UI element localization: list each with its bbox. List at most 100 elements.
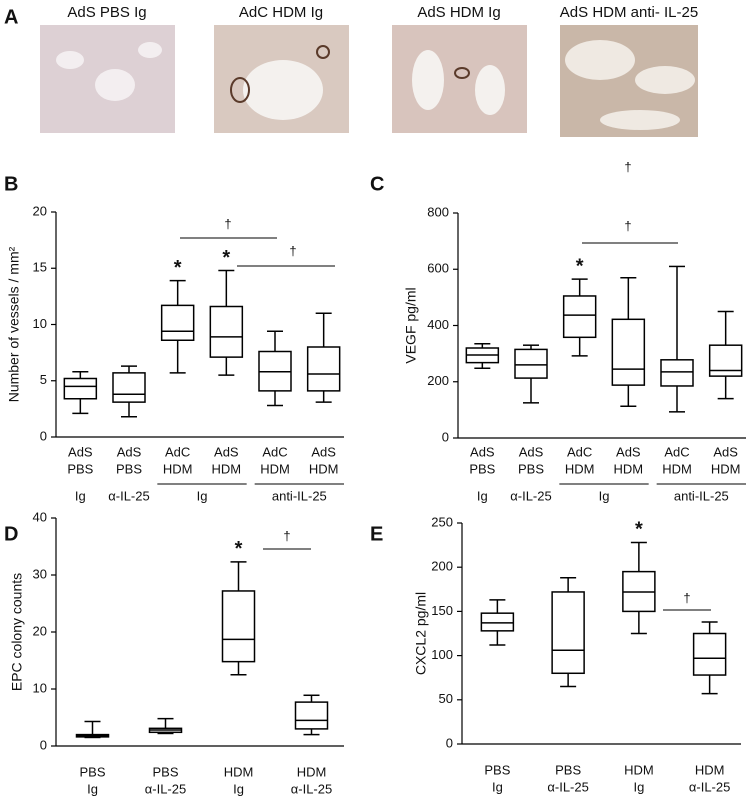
comparison-mark: †	[624, 159, 631, 174]
y-tick-label: 20	[33, 623, 47, 638]
x-tick-label: PBS	[152, 764, 178, 779]
x-tick-label: AdS	[713, 444, 738, 459]
image-caption: AdS HDM Ig	[417, 4, 500, 21]
box-plot	[148, 717, 183, 735]
x-tick-label: Ig	[633, 779, 644, 794]
panel-label: E	[370, 523, 383, 545]
x-tick-label: HDM	[260, 461, 290, 476]
y-tick-label: 0	[442, 429, 449, 444]
micrograph	[560, 25, 698, 137]
x-tick-label: HDM	[695, 762, 725, 777]
x-tick-label: HDM	[624, 762, 654, 777]
y-tick-label: 20	[33, 203, 47, 218]
box-plot	[692, 621, 727, 695]
x-tick-label: HDM	[309, 461, 339, 476]
x-tick-label: α-IL-25	[547, 779, 588, 794]
box	[660, 359, 694, 387]
comparison-mark: †	[683, 590, 690, 605]
x-tick-label: α-IL-25	[145, 781, 186, 796]
comparison-mark: †	[224, 216, 231, 231]
box-plot	[112, 365, 146, 418]
micrograph	[392, 25, 527, 133]
panel-label: B	[4, 173, 18, 195]
group-label: Ig	[75, 488, 86, 503]
box	[306, 346, 341, 392]
significance-star: *	[235, 538, 243, 560]
x-tick-label: Ig	[87, 781, 98, 796]
x-tick-label: PBS	[555, 762, 581, 777]
x-tick-label: HDM	[297, 764, 327, 779]
box	[562, 295, 597, 339]
box	[692, 632, 727, 676]
x-tick-label: PBS	[469, 461, 495, 476]
image-caption: AdS HDM anti- IL-25	[560, 4, 698, 21]
x-tick-label: AdS	[68, 444, 93, 459]
box-plot	[294, 694, 329, 736]
significance-star: *	[222, 247, 230, 269]
x-tick-label: α-IL-25	[291, 781, 332, 796]
box	[112, 372, 146, 403]
y-tick-label: 10	[33, 316, 47, 331]
x-tick-label: AdS	[616, 444, 641, 459]
x-tick-label: PBS	[79, 764, 105, 779]
y-tick-label: 200	[427, 373, 449, 388]
box-plot	[258, 330, 292, 407]
box-plot	[514, 344, 548, 404]
box-plot	[611, 276, 646, 407]
box-plot	[708, 310, 743, 400]
box-plot	[551, 577, 585, 688]
y-tick-label: 250	[431, 514, 453, 529]
y-axis-label: EPC colony counts	[9, 573, 25, 691]
y-axis-label: Number of vessels / mm²	[6, 246, 22, 402]
x-tick-label: HDM	[212, 461, 242, 476]
x-tick-label: Ig	[233, 781, 244, 796]
x-tick-label: AdC	[262, 444, 287, 459]
box	[708, 344, 743, 377]
y-tick-label: 10	[33, 680, 47, 695]
y-tick-label: 100	[431, 647, 453, 662]
x-tick-label: PBS	[518, 461, 544, 476]
box	[209, 305, 244, 358]
box-plot	[465, 343, 500, 369]
box	[480, 612, 515, 632]
group-label: Ig	[477, 488, 488, 503]
x-tick-label: AdS	[519, 444, 544, 459]
y-tick-label: 800	[427, 204, 449, 219]
x-tick-label: PBS	[116, 461, 142, 476]
x-tick-label: AdC	[664, 444, 689, 459]
x-tick-label: Ig	[492, 779, 503, 794]
comparison-mark: †	[624, 218, 631, 233]
image-caption: AdS PBS Ig	[67, 4, 146, 21]
box-plot	[480, 599, 515, 646]
group-label: anti-IL-25	[272, 488, 327, 503]
box	[551, 591, 585, 675]
group-label: α-IL-25	[108, 488, 149, 503]
box	[514, 348, 548, 379]
micrograph	[40, 25, 175, 133]
group-label: α-IL-25	[510, 488, 551, 503]
y-tick-label: 40	[33, 509, 47, 524]
box	[611, 318, 646, 386]
y-tick-label: 0	[40, 428, 47, 443]
y-tick-label: 15	[33, 260, 47, 275]
panel-label: C	[370, 173, 384, 195]
y-tick-label: 600	[427, 261, 449, 276]
box-plot	[75, 720, 110, 739]
panel-label: A	[4, 6, 18, 28]
x-tick-label: HDM	[711, 461, 741, 476]
box	[221, 590, 256, 663]
box-plot	[221, 561, 256, 676]
y-tick-label: 200	[431, 559, 453, 574]
x-tick-label: AdS	[117, 444, 142, 459]
y-tick-label: 400	[427, 317, 449, 332]
comparison-mark: †	[289, 243, 296, 258]
x-tick-label: PBS	[67, 461, 93, 476]
box-plot	[63, 371, 98, 415]
x-tick-label: HDM	[565, 461, 595, 476]
x-tick-label: α-IL-25	[689, 779, 730, 794]
box	[294, 701, 329, 730]
significance-star: *	[635, 519, 643, 541]
x-tick-label: PBS	[484, 762, 510, 777]
comparison-mark: †	[283, 528, 290, 543]
